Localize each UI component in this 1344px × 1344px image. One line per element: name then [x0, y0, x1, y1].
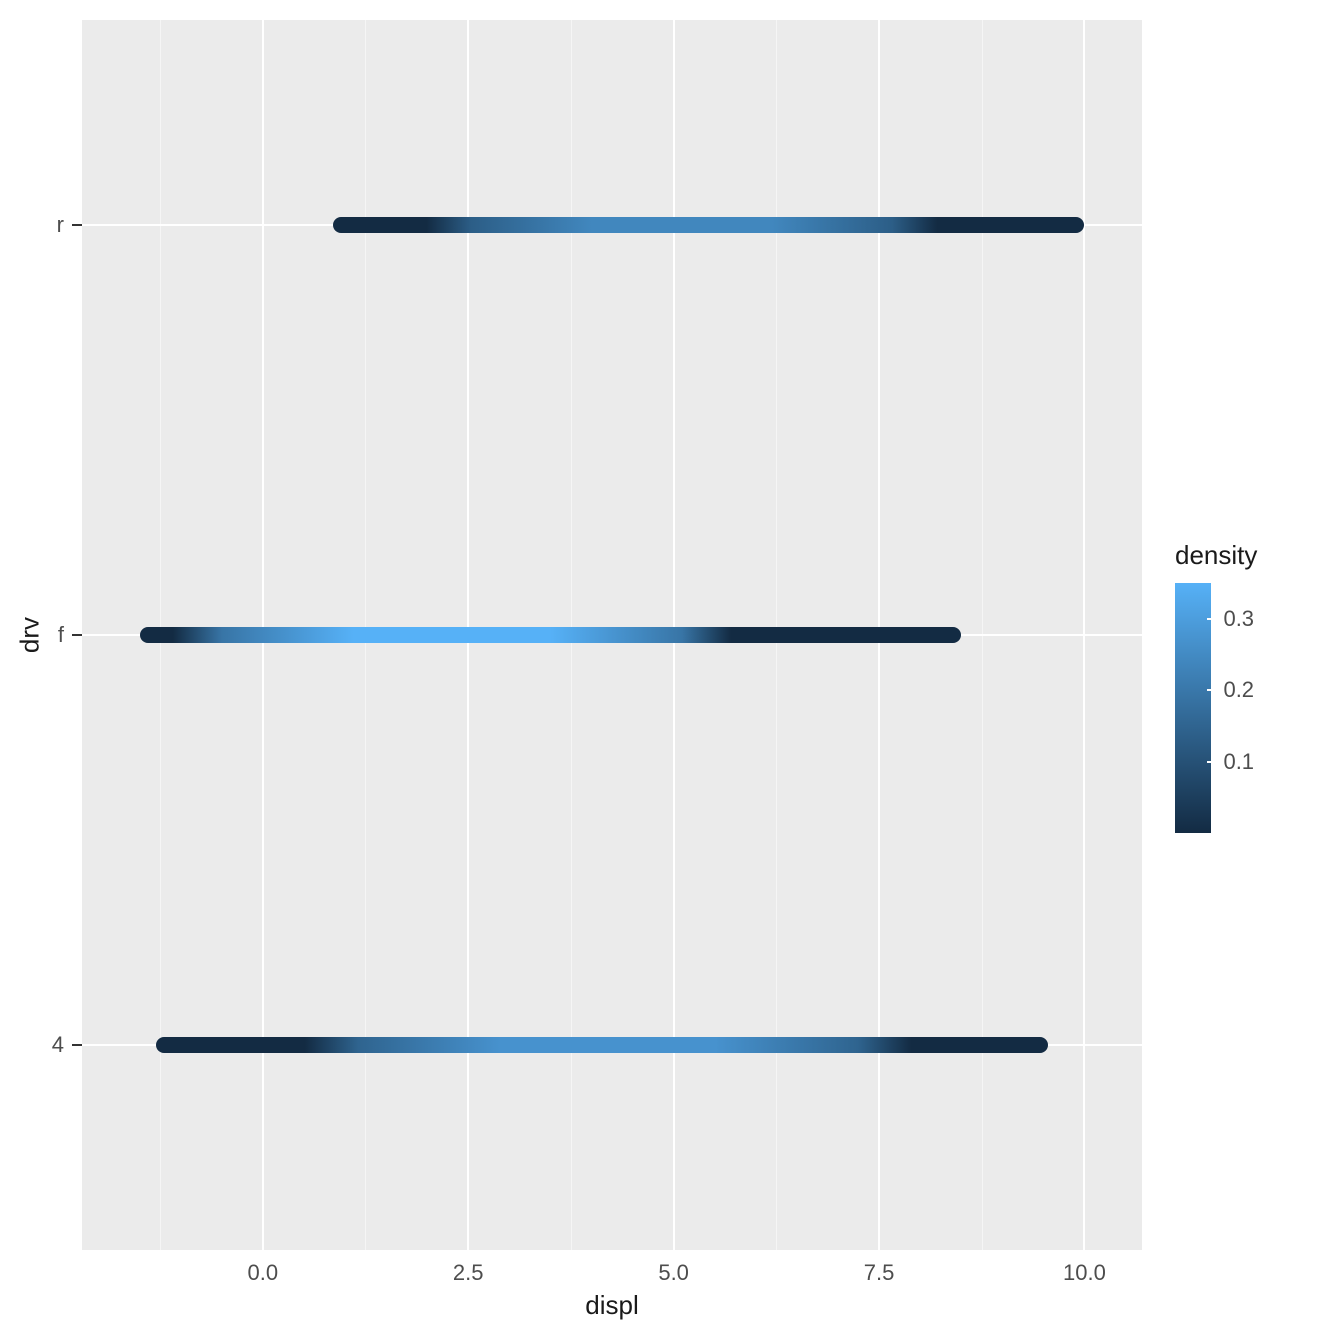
legend-tick-label: 0.1	[1215, 749, 1254, 775]
y-tick-label: r	[57, 212, 64, 238]
legend-tick-label: 0.3	[1215, 606, 1254, 632]
legend: density 0.1 0.2 0.3	[1175, 540, 1257, 833]
legend-tick: 0.2	[1215, 677, 1254, 703]
x-tick-label: 10.0	[1063, 1260, 1106, 1286]
legend-tick-mark	[1207, 618, 1215, 620]
x-tick-label: 2.5	[453, 1260, 484, 1286]
legend-tick-mark	[1207, 689, 1215, 691]
density-ridge	[156, 1037, 1048, 1053]
legend-tick: 0.3	[1215, 606, 1254, 632]
chart-container: 0.0 2.5 5.0 7.5 10.0 4 f r displ drv density 0…	[10, 10, 1334, 1334]
y-tick-label: f	[58, 622, 64, 648]
x-tick-label: 7.5	[864, 1260, 895, 1286]
density-ridge	[333, 217, 1085, 233]
y-tick-mark	[72, 224, 82, 226]
y-tick-label: 4	[52, 1032, 64, 1058]
legend-title: density	[1175, 540, 1257, 571]
legend-tick-label: 0.2	[1215, 677, 1254, 703]
legend-colorbar	[1175, 583, 1211, 833]
x-tick-label: 5.0	[658, 1260, 689, 1286]
y-tick-mark	[72, 1044, 82, 1046]
plot-panel	[82, 20, 1142, 1250]
x-tick-label: 0.0	[247, 1260, 278, 1286]
legend-tick-mark	[1207, 761, 1215, 763]
density-ridge	[140, 627, 962, 643]
y-tick-mark	[72, 634, 82, 636]
legend-tick: 0.1	[1215, 749, 1254, 775]
x-axis-title: displ	[585, 1290, 638, 1321]
y-axis-title: drv	[15, 617, 46, 653]
